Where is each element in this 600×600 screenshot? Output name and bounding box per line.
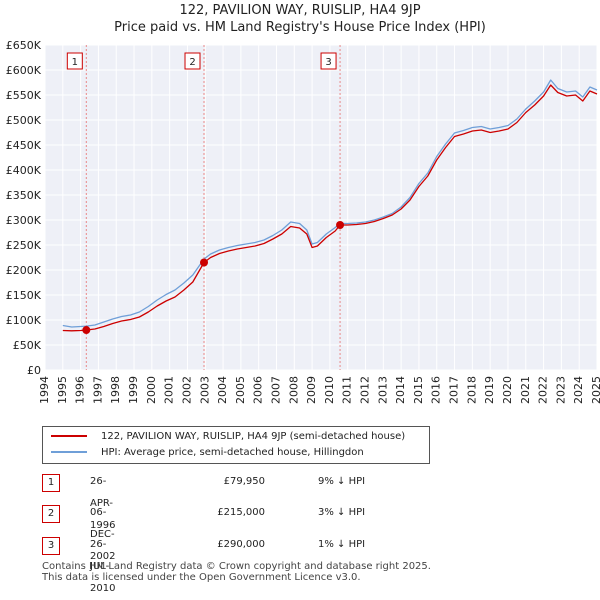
x-tick-label: 1995 xyxy=(56,376,69,404)
x-tick-label: 1994 xyxy=(38,376,51,404)
x-tick-label: 2024 xyxy=(572,376,585,404)
x-tick-label: 1996 xyxy=(74,376,87,404)
y-tick-label: £50K xyxy=(13,339,42,352)
legend: 122, PAVILION WAY, RUISLIP, HA4 9JP (sem… xyxy=(42,426,430,464)
y-tick-label: £400K xyxy=(6,164,42,177)
x-tick-label: 1999 xyxy=(127,376,140,404)
sale-marker-label: 3 xyxy=(325,57,331,68)
y-tick-label: £250K xyxy=(6,239,42,252)
sale-date: 06-DEC-2002 xyxy=(90,507,116,562)
x-tick-label: 2008 xyxy=(287,376,300,404)
y-tick-label: £650K xyxy=(6,39,42,52)
legend-swatch-property xyxy=(51,435,87,437)
y-tick-label: £200K xyxy=(6,264,42,277)
y-tick-label: £500K xyxy=(6,114,42,127)
sale-hpi-diff: 9% ↓ HPI xyxy=(318,476,366,487)
y-tick-label: £150K xyxy=(6,289,42,302)
chart-subtitle: Price paid vs. HM Land Registry's House … xyxy=(114,20,486,35)
x-tick-label: 1997 xyxy=(91,376,104,404)
sale-price: £79,950 xyxy=(223,476,265,487)
sale-hpi-diff: 3% ↓ HPI xyxy=(318,507,366,518)
x-tick-label: 2004 xyxy=(216,376,229,404)
sale-badge: 1 xyxy=(42,474,60,492)
y-tick-label: £600K xyxy=(6,64,42,77)
y-tick-label: £300K xyxy=(6,214,42,227)
y-tick-label: £550K xyxy=(6,89,42,102)
x-tick-label: 2019 xyxy=(483,376,496,404)
sale-point xyxy=(336,221,345,229)
sale-marker-label: 1 xyxy=(72,57,78,68)
x-tick-label: 2022 xyxy=(537,376,550,404)
sale-marker-box xyxy=(66,52,83,70)
x-tick-label: 2023 xyxy=(554,376,567,404)
x-tick-label: 2025 xyxy=(590,376,600,404)
footer: Contains HM Land Registry data © Crown c… xyxy=(42,561,431,583)
x-tick-label: 1998 xyxy=(109,376,122,404)
chart-title: 122, PAVILION WAY, RUISLIP, HA4 9JP xyxy=(179,3,421,18)
x-tick-label: 2015 xyxy=(412,376,425,404)
sale-marker-box xyxy=(320,52,337,70)
sale-marker-box xyxy=(184,52,201,70)
y-tick-label: £350K xyxy=(6,189,42,202)
legend-item-property: 122, PAVILION WAY, RUISLIP, HA4 9JP (sem… xyxy=(51,429,405,445)
y-tick-label: £450K xyxy=(6,139,42,152)
sale-point xyxy=(200,258,209,267)
x-tick-label: 2002 xyxy=(180,376,193,404)
x-tick-label: 2012 xyxy=(359,376,372,404)
legend-item-hpi: HPI: Average price, semi-detached house,… xyxy=(51,445,364,461)
x-tick-label: 2003 xyxy=(198,376,211,404)
x-tick-label: 2007 xyxy=(269,376,282,404)
legend-label-property: 122, PAVILION WAY, RUISLIP, HA4 9JP (sem… xyxy=(101,431,406,442)
footer-licence: This data is licensed under the Open Gov… xyxy=(42,572,361,583)
sale-date: 26-APR-1996 xyxy=(90,476,116,531)
x-tick-label: 2010 xyxy=(323,376,336,404)
x-tick-label: 2020 xyxy=(501,376,514,404)
footer-copyright: Contains HM Land Registry data © Crown c… xyxy=(42,561,431,572)
price-chart: £0 £50K £100K £150K £200K £250K £300K £350K £400… xyxy=(6,39,600,404)
x-tick-label: 2005 xyxy=(234,376,247,404)
series-line-hpi xyxy=(62,79,598,328)
x-tick-label: 2001 xyxy=(163,376,176,404)
x-tick-label: 2011 xyxy=(341,376,354,404)
x-tick-label: 2014 xyxy=(394,376,407,404)
plot-area xyxy=(45,45,597,370)
chart-title-block: 122, PAVILION WAY, RUISLIP, HA4 9JP Pric… xyxy=(0,2,600,36)
y-tick-label: £0 xyxy=(27,364,41,377)
sale-badge: 2 xyxy=(42,505,60,523)
x-tick-label: 2017 xyxy=(448,376,461,404)
series-line-property xyxy=(62,84,598,332)
legend-label-hpi: HPI: Average price, semi-detached house,… xyxy=(101,447,364,458)
legend-swatch-hpi xyxy=(51,451,87,453)
sale-point xyxy=(82,326,91,335)
sale-badge: 3 xyxy=(42,537,60,555)
x-tick-label: 2018 xyxy=(465,376,478,404)
sale-hpi-diff: 1% ↓ HPI xyxy=(318,539,366,550)
x-tick-label: 2000 xyxy=(145,376,158,404)
sale-price: £290,000 xyxy=(217,539,265,550)
x-tick-label: 2016 xyxy=(430,376,443,404)
sale-marker-label: 2 xyxy=(189,57,195,68)
x-tick-label: 2013 xyxy=(376,376,389,404)
y-tick-label: £100K xyxy=(6,314,42,327)
x-tick-label: 2009 xyxy=(305,376,318,404)
x-tick-label: 2006 xyxy=(252,376,265,404)
x-tick-label: 2021 xyxy=(519,376,532,404)
sale-date: 26-JUL-2010 xyxy=(90,539,116,594)
sale-price: £215,000 xyxy=(217,507,265,518)
